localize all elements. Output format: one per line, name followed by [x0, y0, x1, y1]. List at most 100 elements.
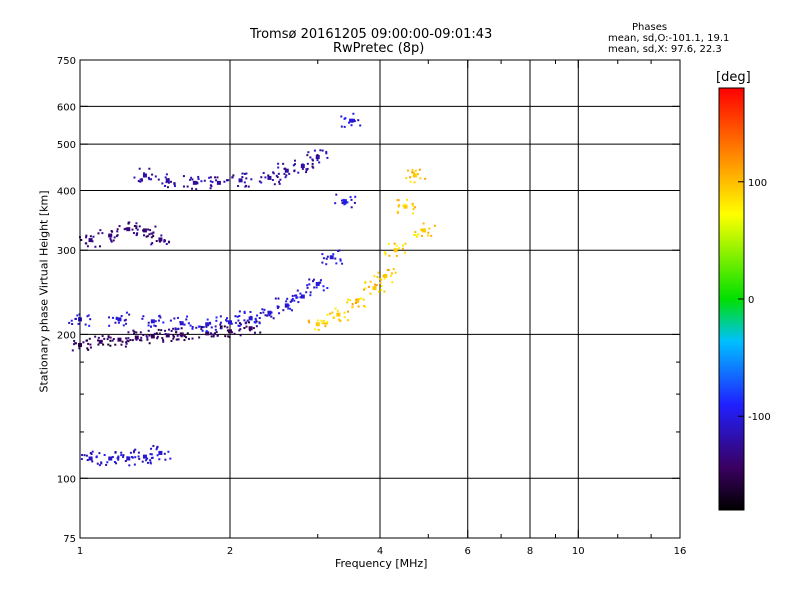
data-point [343, 203, 346, 206]
data-point [347, 319, 350, 322]
data-point [209, 184, 212, 187]
data-point [215, 319, 218, 322]
data-point [276, 307, 279, 310]
data-point [353, 120, 356, 123]
data-point [353, 118, 356, 121]
data-point [237, 319, 240, 322]
data-point [209, 322, 212, 325]
data-point [140, 178, 143, 181]
data-point [357, 305, 360, 308]
data-point [176, 334, 179, 337]
data-point [77, 322, 80, 325]
data-point [116, 234, 119, 237]
data-point [213, 332, 216, 335]
data-point [147, 461, 150, 464]
data-point [278, 312, 281, 315]
data-point [403, 251, 406, 254]
data-point [397, 199, 400, 202]
data-point [350, 124, 353, 127]
data-point [325, 263, 328, 266]
data-point [340, 115, 343, 118]
data-point [134, 456, 137, 459]
data-point [245, 177, 248, 180]
data-point [226, 317, 229, 320]
data-point [115, 317, 118, 320]
data-point [351, 303, 354, 306]
data-point [321, 261, 324, 264]
data-point [249, 310, 252, 313]
data-point [139, 180, 142, 183]
data-point [172, 334, 175, 337]
data-point [321, 322, 324, 325]
data-point [384, 251, 387, 254]
data-point [106, 338, 109, 341]
data-point [108, 456, 113, 461]
data-point [173, 317, 176, 320]
colorbar-label: [deg] [716, 70, 751, 85]
data-point [338, 318, 341, 321]
data-point [248, 326, 253, 331]
data-point [152, 444, 155, 447]
data-point [96, 462, 99, 465]
data-point [411, 202, 414, 205]
data-point [283, 172, 286, 175]
data-point [391, 281, 394, 284]
data-point [335, 262, 338, 265]
data-point [238, 325, 241, 328]
data-point [88, 324, 91, 327]
data-point [308, 283, 311, 286]
data-point [128, 221, 131, 224]
data-point [383, 273, 388, 278]
y-tick-label: 400 [57, 186, 76, 197]
data-point [411, 168, 414, 171]
data-point [284, 303, 289, 308]
data-point [125, 341, 128, 344]
data-point [393, 242, 396, 245]
data-point [164, 329, 167, 332]
data-point [149, 325, 152, 328]
data-point [151, 232, 154, 235]
data-point [312, 280, 315, 283]
data-point [239, 334, 242, 337]
data-point [224, 335, 227, 338]
data-point [102, 343, 105, 346]
data-point [378, 278, 381, 281]
data-point [76, 314, 79, 317]
data-point [422, 222, 425, 225]
data-point [135, 331, 138, 334]
data-point [147, 329, 150, 332]
stats-o-mode: mean, sd,O:-101.1, 19.1 [608, 33, 730, 44]
colorbar-tick-label: 100 [748, 178, 767, 189]
data-point [111, 230, 114, 233]
data-point [225, 319, 228, 322]
data-point [377, 290, 380, 293]
data-point [150, 319, 155, 324]
data-point [100, 461, 103, 464]
data-point [165, 243, 168, 246]
data-point [71, 322, 74, 325]
data-point [191, 325, 194, 328]
data-point [373, 275, 376, 278]
data-point [380, 288, 383, 291]
data-point [342, 198, 345, 201]
data-point [411, 204, 414, 207]
data-point [282, 162, 285, 165]
y-tick-label: 200 [57, 330, 76, 341]
data-point [186, 185, 189, 188]
data-point [219, 315, 222, 318]
data-point [369, 280, 372, 283]
data-point [348, 121, 351, 124]
data-point [350, 206, 353, 209]
data-point [167, 450, 170, 453]
data-point [122, 454, 125, 457]
data-point [347, 310, 350, 313]
data-point [137, 180, 140, 183]
data-point [149, 462, 152, 465]
data-point [173, 182, 176, 185]
data-point [306, 284, 309, 287]
data-point [329, 255, 334, 260]
data-point [109, 339, 112, 342]
data-point [147, 228, 150, 231]
data-point [145, 335, 148, 338]
data-point [139, 331, 142, 334]
